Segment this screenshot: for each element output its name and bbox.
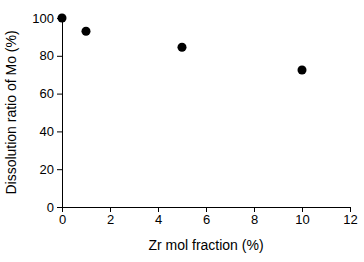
chart: 0 2 4 6 8 10 12 0 20 40 60 80 100 Zr mol fraction (%)…	[0, 0, 364, 262]
tick: 10	[295, 207, 309, 227]
tick-mark	[57, 131, 62, 132]
tick-label: 4	[155, 212, 162, 227]
tick-label: 6	[203, 212, 210, 227]
point	[57, 13, 66, 22]
tick: 0	[59, 207, 66, 227]
tick: 80	[40, 48, 62, 63]
plot: 0 2 4 6 8 10 12 0 20 40 60 80 100	[32, 11, 357, 228]
tick-label: 8	[251, 212, 258, 227]
tick-label: 20	[40, 162, 54, 177]
x-axis-title: Zr mol fraction (%)	[148, 237, 263, 253]
tick: 4	[155, 207, 162, 227]
tick-label: 10	[295, 212, 309, 227]
tick-label: 40	[40, 124, 54, 139]
point	[297, 65, 306, 74]
tick-label: 100	[32, 11, 54, 26]
tick: 40	[40, 124, 62, 139]
tick-mark	[57, 169, 62, 170]
tick-label: 0	[59, 212, 66, 227]
tick: 0	[47, 200, 62, 215]
tick: 12	[343, 207, 357, 227]
tick-label: 2	[107, 212, 114, 227]
tick: 2	[107, 207, 114, 227]
tick-label: 0	[47, 200, 54, 215]
tick: 60	[40, 86, 62, 101]
x-axis: 0 2 4 6 8 10 12	[59, 207, 358, 227]
tick: 8	[251, 207, 258, 227]
y-axis: 0 20 40 60 80 100	[32, 11, 62, 215]
point	[177, 43, 186, 52]
tick: 6	[203, 207, 210, 227]
tick-mark	[57, 94, 62, 95]
points	[57, 13, 306, 74]
point	[81, 27, 90, 36]
tick-mark	[57, 56, 62, 57]
y-axis-title: Dissolution ratio of Mo (%)	[3, 30, 19, 194]
tick-label: 12	[343, 212, 357, 227]
tick: 20	[40, 162, 62, 177]
tick-label: 80	[40, 48, 54, 63]
tick-mark	[57, 207, 62, 208]
axis-line	[57, 19, 63, 208]
tick-label: 60	[40, 86, 54, 101]
